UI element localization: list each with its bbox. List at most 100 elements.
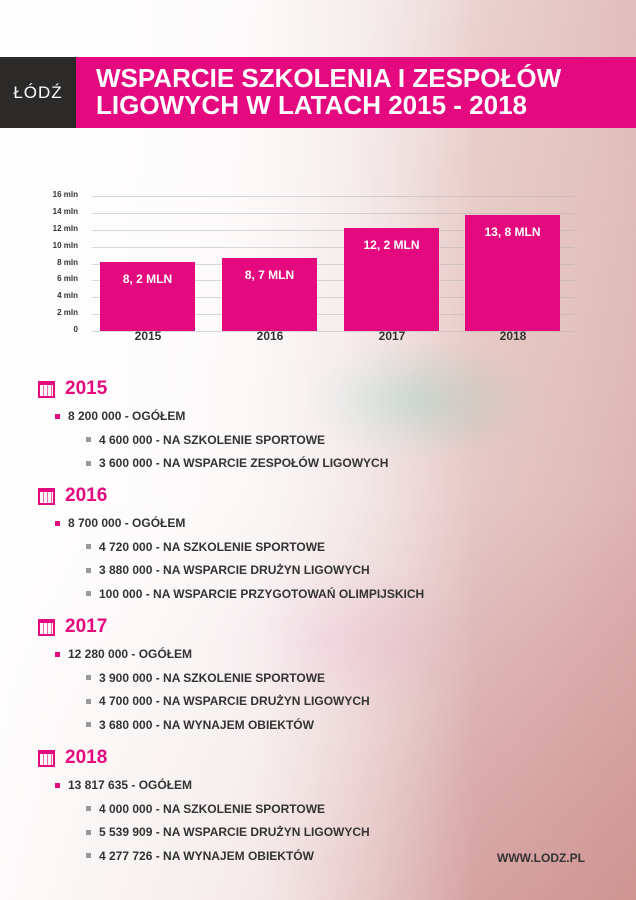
item-text: 3 880 000 - NA WSPARCIE DRUŻYN LIGOWYCH [99, 563, 370, 578]
gridline [92, 314, 574, 316]
bar-data-label: 8, 2 MLN [122, 271, 173, 286]
bullet-icon [55, 651, 60, 657]
calendar-icon [38, 749, 55, 767]
item-text: 4 720 000 - NA SZKOLENIE SPORTOWE [99, 539, 326, 554]
x-tick-label: 2015 [134, 329, 162, 343]
bar-data-label: 13, 8 MLN [484, 224, 541, 239]
year-label: 2016 [65, 485, 108, 506]
list-item: 3 680 000 - NA WYNAJEM OBIEKTÓW [86, 713, 370, 737]
y-tick-label: 14 mln [52, 206, 78, 216]
bar-2017: 12, 2 MLN [344, 228, 439, 331]
x-tick-label: 2016 [256, 329, 284, 343]
calendar-icon [38, 618, 55, 636]
list-item: 4 600 000 - NA SZKOLENIE SPORTOWE [86, 428, 388, 452]
gridline [92, 212, 574, 214]
item-text: 3 680 000 - NA WYNAJEM OBIEKTÓW [99, 717, 314, 732]
bullet-icon [55, 782, 60, 788]
item-text: 4 277 726 - NA WYNAJEM OBIEKTÓW [99, 848, 314, 863]
list-item: 3 880 000 - NA WSPARCIE DRUŻYN LIGOWYCH [86, 559, 424, 583]
footer-url[interactable]: WWW.LODZ.PL [497, 851, 585, 865]
y-tick-label: 16 mln [52, 190, 78, 199]
item-text: 3 600 000 - NA WSPARCIE ZESPOŁÓW LIGOWYC… [99, 456, 389, 471]
y-tick-label: 2 mln [57, 308, 78, 318]
bullet-icon [86, 567, 91, 573]
item-text: 4 700 000 - NA WSPARCIE DRUŻYN LIGOWYCH [99, 694, 370, 709]
gridline [92, 297, 574, 299]
year-heading: 2016 [38, 484, 424, 508]
bullet-icon [86, 437, 91, 443]
year-section-2018: 2018 13 817 635 - OGÓŁEM 4 000 000 - NA SZ… [38, 746, 370, 868]
bullet-icon [86, 853, 91, 859]
bullet-icon [86, 722, 91, 728]
list-item: 5 539 909 - NA WSPARCIE DRUŻYN LIGOWYCH [86, 821, 370, 845]
gridline [92, 263, 574, 265]
item-text: 100 000 - NA WSPARCIE PRZYGOTOWAŃ OLIMPI… [99, 586, 425, 601]
total-item: 8 700 000 - OGÓŁEM [55, 511, 424, 535]
list-item: 4 720 000 - NA SZKOLENIE SPORTOWE [86, 535, 424, 559]
total-text: 12 280 000 - OGÓŁEM [68, 647, 193, 661]
year-section-2015: 2015 8 200 000 - OGÓŁEM 4 600 000 - NA SZK… [38, 377, 388, 475]
bullet-icon [86, 591, 91, 597]
bullet-icon [86, 806, 91, 812]
calendar-icon [38, 380, 55, 398]
bullet-icon [55, 413, 60, 419]
year-label: 2015 [65, 378, 108, 399]
bar-data-label: 8, 7 MLN [244, 267, 295, 282]
list-item: 4 700 000 - NA WSPARCIE DRUŻYN LIGOWYCH [86, 690, 370, 714]
logo-text: ŁÓDŹ [13, 82, 63, 102]
gridline [92, 331, 574, 332]
year-heading: 2018 [38, 746, 370, 770]
total-text: 8 200 000 - OGÓŁEM [68, 409, 186, 423]
year-heading: 2017 [38, 615, 370, 639]
y-tick-label: 0 [73, 325, 78, 334]
gridline [92, 280, 574, 282]
bullet-icon [86, 829, 91, 835]
total-text: 8 700 000 - OGÓŁEM [68, 516, 186, 530]
page-title: WSPARCIE SZKOLENIA I ZESPOŁÓW LIGOWYCH W… [96, 65, 561, 119]
gridline [92, 229, 574, 231]
x-tick-label: 2017 [378, 329, 406, 343]
item-text: 3 900 000 - NA SZKOLENIE SPORTOWE [99, 670, 326, 685]
item-text: 4 600 000 - NA SZKOLENIE SPORTOWE [99, 432, 326, 447]
bar-data-label: 12, 2 MLN [363, 238, 420, 253]
list-item: 100 000 - NA WSPARCIE PRZYGOTOWAŃ OLIMPI… [86, 582, 424, 606]
list-item: 4 277 726 - NA WYNAJEM OBIEKTÓW [86, 844, 370, 868]
total-item: 12 280 000 - OGÓŁEM [55, 642, 370, 666]
title-line-2: LIGOWYCH W LATACH 2015 - 2018 [96, 90, 527, 120]
bar-2016: 8, 7 MLN [222, 257, 317, 331]
title-band: WSPARCIE SZKOLENIA I ZESPOŁÓW LIGOWYCH W… [76, 57, 636, 128]
list-item: 3 600 000 - NA WSPARCIE ZESPOŁÓW LIGOWYC… [86, 452, 388, 476]
bar-chart: 0 2 mln 4 mln 6 mln 8 mln 10 mln 12 mln 14 mln 1… [0, 0, 636, 360]
y-tick-label: 4 mln [57, 291, 78, 301]
year-section-2016: 2016 8 700 000 - OGÓŁEM 4 720 000 - NA SZK… [38, 484, 424, 606]
year-section-2017: 2017 12 280 000 - OGÓŁEM 3 900 000 - NA SZ… [38, 615, 370, 737]
year-label: 2017 [65, 616, 108, 637]
total-item: 8 200 000 - OGÓŁEM [55, 404, 388, 428]
y-tick-label: 10 mln [52, 240, 78, 250]
bullet-icon [86, 698, 91, 704]
bar-2018: 13, 8 MLN [465, 214, 560, 331]
item-text: 4 000 000 - NA SZKOLENIE SPORTOWE [99, 801, 326, 816]
y-tick-label: 12 mln [52, 223, 78, 233]
total-text: 13 817 635 - OGÓŁEM [68, 778, 193, 792]
gridline [92, 196, 574, 197]
y-tick-label: 8 mln [57, 257, 78, 267]
gridline [92, 246, 574, 248]
item-text: 5 539 909 - NA WSPARCIE DRUŻYN LIGOWYCH [99, 825, 370, 840]
bullet-icon [86, 544, 91, 550]
total-item: 13 817 635 - OGÓŁEM [55, 773, 370, 797]
list-item: 4 000 000 - NA SZKOLENIE SPORTOWE [86, 797, 370, 821]
bullet-icon [86, 460, 91, 466]
y-tick-label: 6 mln [57, 274, 78, 284]
list-item: 3 900 000 - NA SZKOLENIE SPORTOWE [86, 666, 370, 690]
calendar-icon [38, 487, 55, 505]
bullet-icon [86, 675, 91, 681]
year-heading: 2015 [38, 377, 388, 401]
year-label: 2018 [65, 747, 108, 768]
lodz-logo: ŁÓDŹ [0, 57, 76, 128]
title-line-1: WSPARCIE SZKOLENIA I ZESPOŁÓW [96, 63, 562, 93]
bar-2015: 8, 2 MLN [100, 261, 195, 331]
x-tick-label: 2018 [499, 329, 527, 343]
bullet-icon [55, 520, 60, 526]
